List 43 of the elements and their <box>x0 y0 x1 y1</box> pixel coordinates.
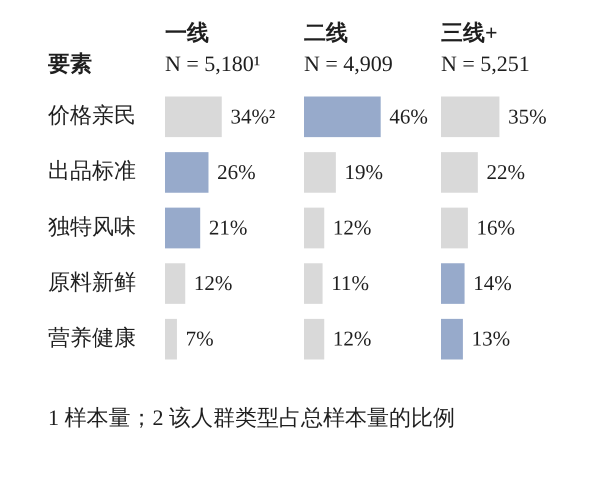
data-label: 21% <box>208 216 248 240</box>
y-axis-title: 要素 <box>48 50 92 78</box>
bar <box>441 96 500 138</box>
bar <box>441 263 465 304</box>
data-label: 12% <box>194 271 232 296</box>
data-label: 12% <box>332 216 372 240</box>
y-tick-label: 独特风味 <box>48 214 136 239</box>
y-tick-label: 营养健康 <box>48 324 136 350</box>
y-tick-label: 出品标准 <box>48 158 136 184</box>
bar <box>304 318 324 360</box>
bar <box>441 318 463 360</box>
y-tick-label: 价格亲民 <box>47 102 136 128</box>
data-label: 13% <box>472 326 510 351</box>
data-label: 7% <box>186 326 214 351</box>
bar <box>304 96 381 138</box>
data-label: 16% <box>476 216 516 240</box>
data-label: 12% <box>332 326 372 351</box>
text: 1 样本量；2 该人群类型占总样本量的比例 <box>48 404 455 432</box>
data-label: 14% <box>473 271 512 296</box>
bar <box>304 152 336 193</box>
chart-subtitle: N = 4,909 <box>304 50 393 78</box>
chart-title: 二线 <box>304 19 348 47</box>
bar <box>165 263 186 304</box>
y-tick-label: 原料新鲜 <box>48 269 136 294</box>
chart-title: 一线 <box>165 19 209 47</box>
bar <box>165 208 200 248</box>
data-label: 19% <box>344 160 384 184</box>
bar <box>441 152 478 193</box>
chart-title: 三线+ <box>441 19 498 47</box>
data-label: 26% <box>217 160 256 184</box>
bar <box>165 152 208 193</box>
bar <box>165 318 177 360</box>
bar <box>304 263 323 304</box>
chart-subtitle: N = 5,251 <box>441 50 530 78</box>
data-label: 35% <box>508 104 547 128</box>
data-label: 11% <box>331 271 369 296</box>
data-label: 46% <box>389 104 428 128</box>
data-label: 22% <box>486 160 526 184</box>
bar <box>304 208 324 248</box>
data-label: 34%² <box>230 104 276 128</box>
chart-subtitle: N = 5,180¹ <box>165 50 260 78</box>
bar <box>165 96 222 138</box>
bar <box>441 208 468 248</box>
